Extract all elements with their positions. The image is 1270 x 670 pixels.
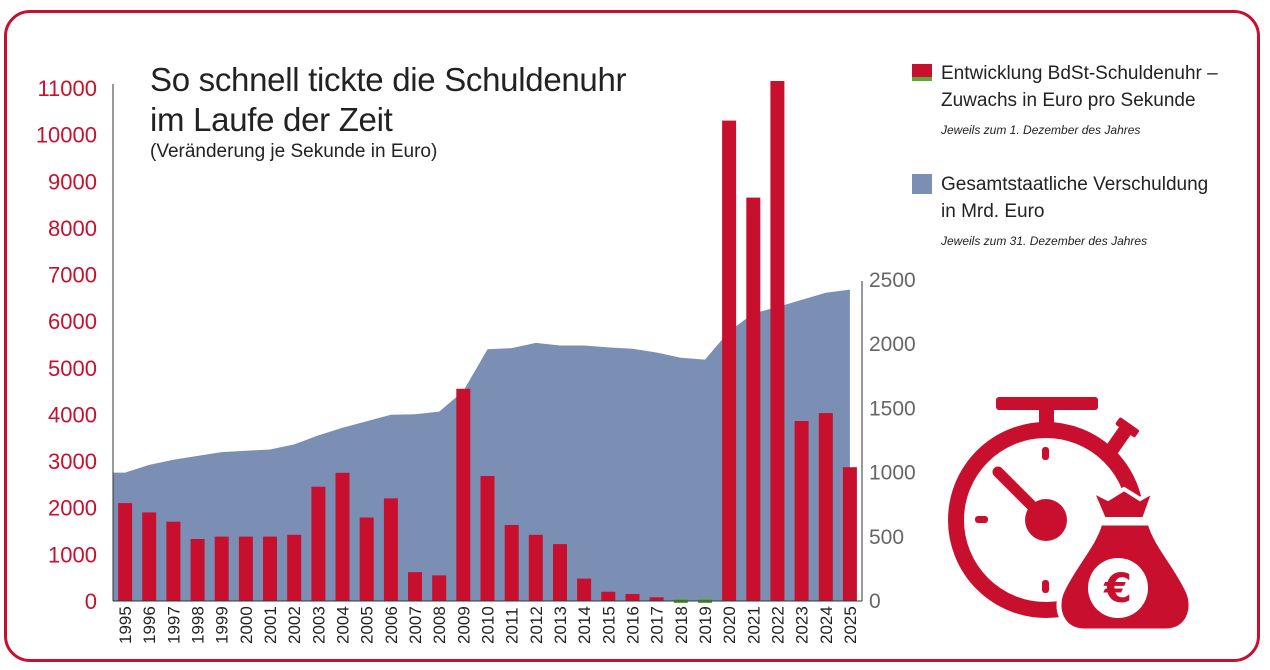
bar-2010 <box>480 476 495 601</box>
y-left-tick-label: 3000 <box>48 449 97 474</box>
svg-text:€: € <box>1103 566 1132 612</box>
bar-2011 <box>504 525 519 601</box>
x-tick-label: 2025 <box>841 606 860 644</box>
x-tick-label: 2006 <box>382 606 401 644</box>
x-tick-label: 2019 <box>696 606 715 644</box>
bar-2005 <box>359 517 374 601</box>
legend-debt-label: Gesamtstaatliche Verschuldung in Mrd. Eur… <box>941 171 1241 225</box>
bar-2007 <box>408 572 422 601</box>
y-right-tick-label: 1500 <box>869 397 916 420</box>
debt-area <box>113 289 850 601</box>
x-tick-label: 1997 <box>164 606 183 644</box>
y-left-tick-label: 2000 <box>48 496 97 521</box>
x-tick-label: 2007 <box>406 606 425 644</box>
x-tick-label: 2010 <box>479 606 498 644</box>
y-right-tick-label: 0 <box>869 590 881 613</box>
bar-2020 <box>722 120 737 601</box>
y-left-tick-label: 0 <box>85 589 97 614</box>
bar-2009 <box>456 388 471 601</box>
bar-2024 <box>818 413 833 601</box>
legend-debt-label-line-2: in Mrd. Euro <box>941 201 1045 222</box>
x-tick-label: 2020 <box>720 606 739 644</box>
y-left-tick-label: 5000 <box>48 356 97 381</box>
chart-title-line-2: im Laufe der Zeit <box>150 101 393 138</box>
legend-clock-label-line-2: Zuwachs in Euro pro Sekunde <box>941 90 1196 111</box>
bar-2016 <box>625 594 640 601</box>
y-left-tick-label: 4000 <box>48 403 97 428</box>
bar-2015 <box>601 591 616 601</box>
bar-2025 <box>842 467 857 601</box>
y-left-tick-label: 9000 <box>48 169 97 194</box>
y-right-tick-label: 500 <box>869 526 904 549</box>
y-left-tick-label: 8000 <box>48 216 97 241</box>
x-tick-label: 2001 <box>261 606 280 644</box>
bar-2001 <box>263 536 277 601</box>
legend-clock-note: Jeweils zum 1. Dezember des Jahres <box>941 123 1141 137</box>
x-tick-label: 2005 <box>358 606 377 644</box>
x-tick-label: 2015 <box>599 606 618 644</box>
y-left-tick-label: 6000 <box>48 309 97 334</box>
chart-title: So schnell tickte die Schuldenuhr im Lauf… <box>150 60 627 140</box>
bar-2008 <box>432 575 447 601</box>
bar-2000 <box>238 536 253 601</box>
bar-2012 <box>528 534 543 601</box>
y-right-tick-label: 2000 <box>869 333 916 356</box>
legend-swatch-clock-green <box>912 77 932 81</box>
bar-2021 <box>746 197 761 601</box>
bar-1996 <box>142 512 157 601</box>
x-tick-label: 2016 <box>624 606 643 644</box>
bar-2006 <box>383 498 398 601</box>
legend-clock-label: Entwicklung BdSt-Schuldenuhr – Zuwachs in… <box>941 60 1241 114</box>
y-left-tick-label: 10000 <box>36 123 97 148</box>
x-tick-label: 2008 <box>430 606 449 644</box>
bar-1997 <box>166 521 181 601</box>
x-tick-label: 1995 <box>116 606 135 644</box>
bar-2003 <box>311 486 326 601</box>
x-tick-label: 2012 <box>527 606 546 644</box>
stopwatch-money-bag-icon: € <box>948 397 1194 634</box>
bar-2022 <box>770 81 785 601</box>
x-tick-label: 2011 <box>503 607 522 644</box>
bar-1999 <box>214 536 229 601</box>
legend-swatch-debt <box>912 174 932 194</box>
bar-2013 <box>553 544 567 601</box>
x-tick-label: 1996 <box>140 606 159 644</box>
x-tick-label: 2000 <box>237 606 256 644</box>
x-tick-label: 2017 <box>648 606 667 644</box>
chart-title-line-1: So schnell tickte die Schuldenuhr <box>150 61 627 98</box>
x-tick-label: 2023 <box>793 606 812 644</box>
y-right-tick-label: 2500 <box>869 269 916 292</box>
bar-1995 <box>118 503 133 601</box>
x-tick-label: 2014 <box>575 606 594 644</box>
x-tick-label: 2022 <box>768 606 787 644</box>
bar-2023 <box>794 421 809 601</box>
y-left-tick-label: 7000 <box>48 263 97 288</box>
y-right-tick-label: 1000 <box>869 462 916 485</box>
x-tick-label: 2003 <box>309 606 328 644</box>
x-tick-label: 2024 <box>817 606 836 644</box>
x-tick-label: 1999 <box>213 606 232 644</box>
bar-2002 <box>287 534 302 601</box>
chart-subtitle: (Veränderung je Sekunde in Euro) <box>150 141 438 162</box>
bar-1998 <box>190 539 205 601</box>
bar-2017 <box>649 597 664 601</box>
bar-2014 <box>577 578 592 601</box>
x-tick-label: 2018 <box>672 606 691 644</box>
money-bag-icon: € <box>1056 486 1194 634</box>
bar-2004 <box>335 472 350 602</box>
x-tick-label: 2021 <box>744 606 763 644</box>
x-tick-label: 2002 <box>285 606 304 644</box>
x-tick-label: 1998 <box>189 606 208 644</box>
y-left-tick-label: 11000 <box>37 76 97 101</box>
y-left-tick-label: 1000 <box>48 542 97 567</box>
legend-swatch-clock-red <box>912 64 932 77</box>
legend-debt-note: Jeweils zum 31. Dezember des Jahres <box>941 234 1148 248</box>
x-tick-label: 2004 <box>334 606 353 644</box>
x-tick-label: 2009 <box>454 606 473 644</box>
legend-debt-label-line-1: Gesamtstaatliche Verschuldung <box>941 174 1209 195</box>
card-frame <box>4 10 1260 662</box>
x-tick-label: 2013 <box>551 606 570 644</box>
legend-clock-label-line-1: Entwicklung BdSt-Schuldenuhr – <box>941 63 1218 84</box>
